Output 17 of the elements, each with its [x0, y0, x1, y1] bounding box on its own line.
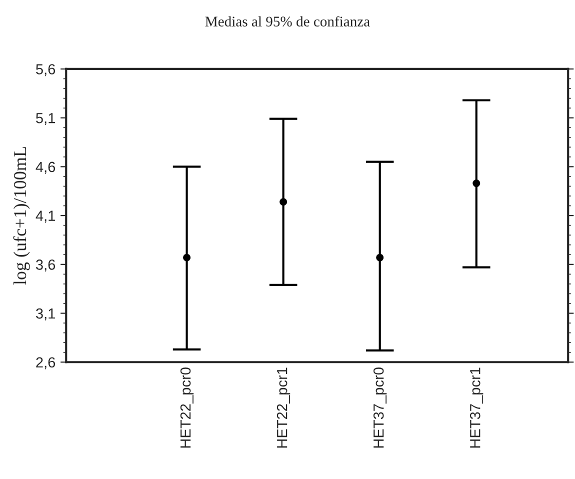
- point: [183, 254, 191, 262]
- point: [472, 180, 480, 188]
- y-tick-label: 3,6: [36, 260, 56, 272]
- y-axis-title: log (ufc+1)/100mL: [13, 147, 30, 285]
- y-tick-label: 5,1: [36, 113, 55, 125]
- x-tick-label: HET37_pcr0: [373, 368, 387, 448]
- point: [280, 198, 288, 206]
- x-tick-label: HET22_pcr1: [276, 368, 290, 448]
- y-tick-label: 5,6: [36, 64, 56, 76]
- y-tick-label: 4,1: [36, 210, 55, 223]
- x-tick-label: HET37_pcr1: [470, 368, 484, 448]
- y-tick-label: 3,1: [36, 308, 55, 320]
- x-tick-label: HET22_pcr0: [180, 368, 194, 448]
- point: [376, 254, 384, 262]
- y-tick-label: 4,6: [36, 162, 56, 174]
- chart-title: Medias al 95% de confianza: [205, 16, 370, 27]
- y-tick-label: 2,6: [36, 357, 56, 370]
